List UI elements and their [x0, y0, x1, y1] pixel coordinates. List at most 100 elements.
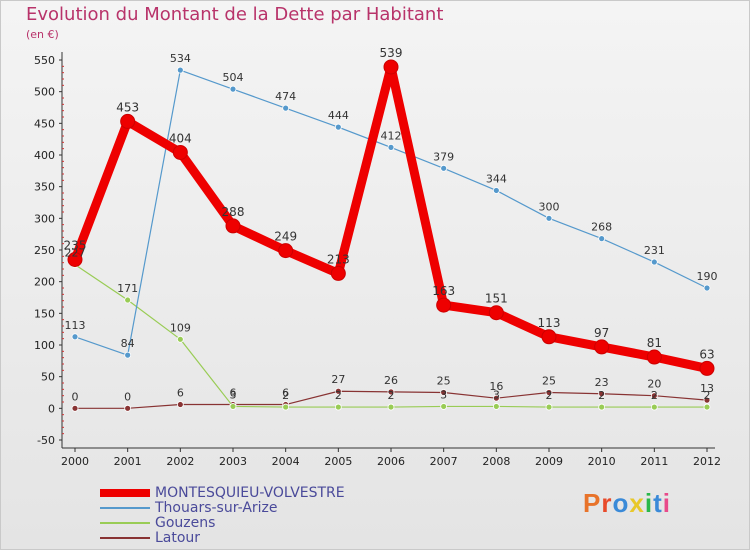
legend-swatch: [100, 522, 150, 524]
data-point: [541, 329, 557, 345]
data-label: 534: [170, 52, 191, 65]
legend-swatch: [100, 537, 150, 539]
data-point: [545, 389, 553, 396]
data-point: [176, 401, 184, 408]
data-label: 2: [546, 389, 553, 402]
data-point: [387, 388, 395, 396]
y-tick-label: 200: [34, 276, 55, 289]
data-point: [176, 335, 184, 343]
data-label: 3: [230, 388, 237, 401]
x-tick-label: 2005: [324, 455, 352, 468]
data-point: [176, 66, 184, 74]
data-label: 539: [380, 46, 403, 60]
data-point: [650, 392, 658, 400]
y-tick-label: 250: [34, 244, 55, 257]
y-tick-label: 300: [34, 212, 55, 225]
data-point: [492, 403, 500, 410]
data-label: 63: [699, 347, 714, 361]
x-tick-label: 2007: [430, 455, 458, 468]
data-label: 97: [594, 326, 609, 340]
legend-swatch: [100, 507, 150, 509]
logo-letter: r: [601, 488, 613, 518]
data-label: 231: [644, 244, 665, 257]
data-label: 13: [700, 382, 714, 395]
data-point: [334, 403, 342, 411]
data-label: 20: [647, 378, 661, 391]
data-point: [545, 403, 553, 411]
data-label: 109: [170, 321, 191, 334]
data-point: [646, 349, 662, 365]
data-label: 474: [275, 90, 296, 103]
data-point: [703, 403, 711, 411]
data-point: [387, 403, 395, 411]
data-point: [282, 104, 290, 112]
data-label: 0: [72, 390, 79, 403]
data-point: [229, 85, 237, 93]
data-label: 163: [432, 284, 455, 298]
data-label: 2: [598, 389, 605, 402]
y-tick-label: 450: [34, 117, 55, 130]
y-tick-label: -50: [37, 434, 55, 447]
data-point: [172, 144, 188, 160]
data-label: 249: [274, 230, 297, 244]
x-tick-label: 2008: [482, 455, 510, 468]
data-point: [229, 403, 237, 410]
data-label: 190: [697, 270, 718, 283]
data-point: [67, 252, 83, 267]
data-label: 379: [433, 150, 454, 163]
data-label: 2: [282, 389, 289, 402]
data-label: 2: [388, 389, 395, 402]
x-tick-label: 2002: [166, 455, 194, 468]
data-label: 25: [542, 375, 556, 388]
data-label: 2: [704, 389, 711, 402]
data-point: [488, 305, 504, 321]
data-point: [334, 387, 342, 395]
x-tick-label: 2006: [377, 455, 405, 468]
data-point: [598, 235, 606, 243]
data-point: [492, 394, 500, 402]
data-label: 235: [64, 239, 87, 253]
data-label: 344: [486, 172, 507, 185]
data-label: 23: [595, 376, 609, 389]
legend-swatch: [100, 489, 150, 497]
legend-label: Gouzens: [155, 515, 216, 531]
logo-letter: o: [612, 488, 630, 518]
data-point: [282, 403, 290, 411]
y-tick-label: 150: [34, 307, 55, 320]
data-point: [124, 351, 132, 359]
data-label: 26: [384, 374, 398, 387]
data-point: [436, 297, 452, 313]
data-point: [492, 187, 500, 194]
data-label: 213: [327, 252, 350, 266]
data-label: 268: [591, 221, 612, 234]
proxiti-logo: Proxiti: [583, 488, 671, 519]
data-point: [545, 214, 553, 222]
data-label: 84: [121, 337, 135, 350]
data-label: 25: [437, 375, 451, 388]
legend-label: Thouars-sur-Arize: [155, 500, 278, 516]
data-point: [594, 339, 610, 355]
logo-letter: i: [662, 488, 671, 518]
data-point: [699, 360, 715, 376]
data-point: [124, 404, 132, 412]
data-label: 81: [647, 336, 662, 350]
logo-letter: i: [644, 488, 654, 518]
x-tick-label: 2010: [588, 455, 616, 468]
data-point: [440, 389, 448, 396]
data-label: 227: [65, 247, 86, 260]
y-tick-label: 550: [34, 54, 55, 67]
data-point: [650, 403, 658, 411]
data-label: 288: [222, 205, 245, 219]
data-point: [703, 396, 711, 404]
data-label: 6: [177, 387, 184, 400]
data-label: 113: [538, 316, 561, 330]
data-label: 16: [489, 380, 503, 393]
y-tick-label: 0: [48, 402, 55, 415]
y-tick-label: 500: [34, 86, 55, 99]
data-label: 412: [381, 129, 402, 142]
data-point: [71, 333, 79, 341]
logo-letter: x: [629, 488, 645, 518]
data-point: [120, 113, 136, 129]
x-tick-label: 2011: [640, 455, 668, 468]
